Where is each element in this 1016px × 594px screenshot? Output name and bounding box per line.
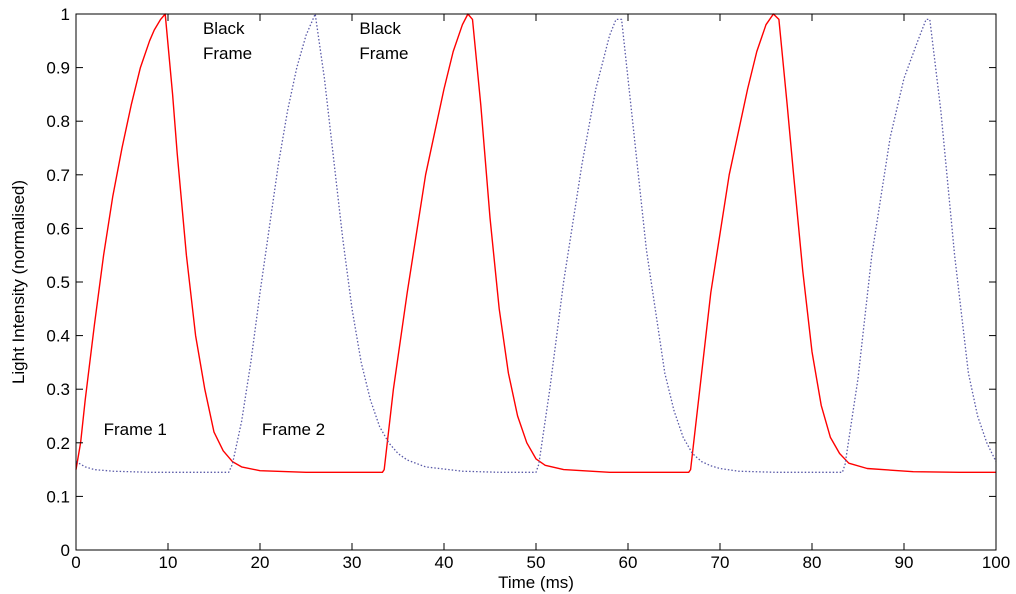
x-tick-label: 50 <box>527 553 546 572</box>
y-tick-label: 0.5 <box>46 273 70 292</box>
annotation-2: Frame <box>203 44 252 63</box>
annotation-4: Frame <box>359 44 408 63</box>
series-line-1 <box>75 13 996 473</box>
annotation-1: Black <box>203 19 245 38</box>
annotation-3: Black <box>359 19 401 38</box>
y-tick-label: 0.8 <box>46 112 70 131</box>
y-tick-label: 0.3 <box>46 380 70 399</box>
x-tick-label: 80 <box>803 553 822 572</box>
x-tick-label: 70 <box>711 553 730 572</box>
x-axis-label: Time (ms) <box>498 573 574 592</box>
y-tick-label: 0.4 <box>46 327 70 346</box>
ticks-layer: 0 10 20 30 40 50 60 70 80 90 100 0 0.1 0.2 0.3 0.4 0.5 0.… <box>46 5 1010 572</box>
x-tick-label: 60 <box>619 553 638 572</box>
y-tick-label: 0.1 <box>46 487 70 506</box>
series-line-2 <box>75 13 997 473</box>
x-tick-label: 100 <box>982 553 1010 572</box>
x-tick-label: 90 <box>895 553 914 572</box>
x-tick-label: 30 <box>343 553 362 572</box>
annotation-6: Frame 2 <box>262 420 325 439</box>
series-layer <box>75 13 997 473</box>
y-tick-label: 0.2 <box>46 434 70 453</box>
y-axis-label: Light Intensity (normalised) <box>9 180 28 384</box>
plot-background <box>76 14 996 550</box>
y-tick-label: 0.6 <box>46 219 70 238</box>
y-tick-label: 0.9 <box>46 59 70 78</box>
x-tick-label: 0 <box>71 553 80 572</box>
annotation-layer: Black Frame Black Frame Frame 1 Frame 2 <box>104 19 409 439</box>
x-tick-label: 20 <box>251 553 270 572</box>
y-tick-label: 0.7 <box>46 166 70 185</box>
annotation-5: Frame 1 <box>104 420 167 439</box>
y-tick-label: 0 <box>61 541 70 560</box>
y-tick-label: 1 <box>61 5 70 24</box>
x-tick-label: 10 <box>159 553 178 572</box>
x-tick-label: 40 <box>435 553 454 572</box>
